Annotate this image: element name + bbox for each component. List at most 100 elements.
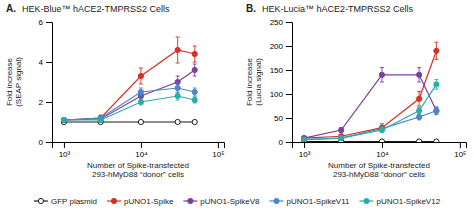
x-axis-title: Number of Spike-transfected293-hMyD88 “d… — [87, 161, 189, 179]
data-point — [192, 67, 197, 72]
data-point — [192, 97, 197, 102]
plot-area — [301, 42, 439, 142]
legend-marker — [188, 198, 193, 203]
error-bar — [417, 107, 421, 114]
x-tick-label: 10⁵ — [454, 150, 466, 159]
data-point — [61, 117, 66, 122]
y-axis-title-line: (SEAP signal) — [14, 57, 23, 107]
error-bar — [193, 97, 197, 103]
error-bar — [62, 118, 66, 121]
y-tick: 4 — [39, 58, 52, 67]
y-tick: 0 — [39, 138, 52, 147]
error-bar — [380, 68, 384, 82]
series — [61, 37, 197, 123]
y-tick-label: 100 — [270, 90, 284, 99]
legend: GFP plasmidpUNO1-SpikepUNO1-SpikeV8pUNO1… — [34, 197, 441, 206]
data-point — [434, 108, 439, 113]
data-point — [138, 73, 143, 78]
x-axis: 10³ 10⁴ 10⁵ — [53, 142, 225, 159]
x-axis-title-line: 293-hMyD88 “donor” cells — [92, 170, 184, 179]
series-line — [304, 84, 436, 139]
data-point — [379, 139, 384, 142]
x-axis-line — [293, 143, 467, 149]
data-point — [434, 48, 439, 53]
error-bar — [339, 128, 343, 133]
series-line — [304, 75, 436, 138]
x-tick-mark — [382, 142, 383, 148]
data-point — [61, 117, 66, 122]
error-bar — [380, 128, 384, 132]
x-tick-label: 10⁴ — [376, 150, 389, 159]
y-tick-mark — [286, 142, 292, 143]
series — [61, 92, 197, 123]
y-axis-title-line: (Lucia signal) — [254, 58, 263, 106]
legend-label: GFP plasmid — [51, 197, 97, 206]
data-point — [417, 108, 422, 113]
x-tick-label: 10³ — [299, 150, 311, 159]
legend-label: pUNO1-SpikeV11 — [287, 197, 351, 206]
x-tick: 10⁴ — [376, 142, 389, 159]
error-bar — [139, 99, 143, 105]
y-axis-line — [46, 23, 53, 143]
error-bar — [62, 118, 66, 121]
data-point — [339, 136, 344, 141]
x-tick: 10⁵ — [454, 142, 466, 159]
error-bar — [176, 37, 180, 63]
legend-marker — [111, 198, 116, 203]
data-point — [434, 82, 439, 87]
x-tick: 10⁴ — [135, 142, 148, 159]
error-bar — [417, 92, 421, 106]
data-point — [417, 114, 422, 119]
data-point — [192, 51, 197, 56]
y-tick-label: 6 — [39, 18, 44, 27]
panel-label: A. — [6, 3, 16, 14]
y-tick-mark — [46, 142, 52, 143]
y-tick-label: 50 — [274, 114, 283, 123]
legend-label: pUNO1-SpikeV8 — [200, 197, 260, 206]
x-tick-mark — [64, 142, 65, 148]
y-tick-mark — [286, 94, 292, 95]
series-line — [64, 96, 195, 120]
y-tick: 250 — [270, 18, 292, 27]
error-bar — [193, 88, 197, 96]
y-tick-mark — [46, 22, 52, 23]
y-tick-mark — [286, 70, 292, 71]
series — [301, 107, 439, 142]
data-point — [138, 89, 143, 94]
series — [301, 80, 439, 142]
y-tick: 2 — [39, 98, 52, 107]
y-tick: 0 — [279, 138, 292, 147]
y-tick-label: 0 — [279, 138, 284, 147]
error-bar — [176, 92, 180, 100]
data-point — [379, 72, 384, 77]
y-tick: 100 — [270, 90, 292, 99]
y-axis-title: Fold increase(SEAP signal) — [5, 57, 23, 107]
title: HEK-Blue™ hACE2-TMPRSS2 Cells — [22, 4, 170, 14]
error-bar — [193, 46, 197, 62]
legend-item: pUNO1-SpikeV12 — [360, 197, 441, 206]
legend-marker — [364, 198, 369, 203]
y-axis-title-line: Fold increase — [5, 57, 14, 106]
legend-marker — [38, 198, 43, 203]
y-tick: 150 — [270, 66, 292, 75]
error-bar — [434, 80, 438, 90]
y-tick-label: 0 — [39, 138, 44, 147]
x-tick-label: 10⁵ — [212, 150, 224, 159]
y-tick: 50 — [274, 114, 292, 123]
x-tick-label: 10⁴ — [135, 150, 148, 159]
series-line — [304, 111, 436, 140]
error-bar — [434, 107, 438, 115]
x-axis-line — [53, 143, 225, 149]
error-bar — [62, 118, 66, 121]
y-tick-label: 2 — [39, 98, 44, 107]
y-tick-mark — [46, 62, 52, 63]
series-line — [64, 88, 195, 120]
data-point — [339, 136, 344, 141]
data-point — [192, 89, 197, 94]
data-point — [175, 85, 180, 90]
x-tick: 10³ — [59, 142, 71, 159]
plot-area — [61, 37, 197, 125]
data-point — [417, 72, 422, 77]
x-tick-mark — [218, 142, 219, 148]
error-bar — [139, 88, 143, 96]
